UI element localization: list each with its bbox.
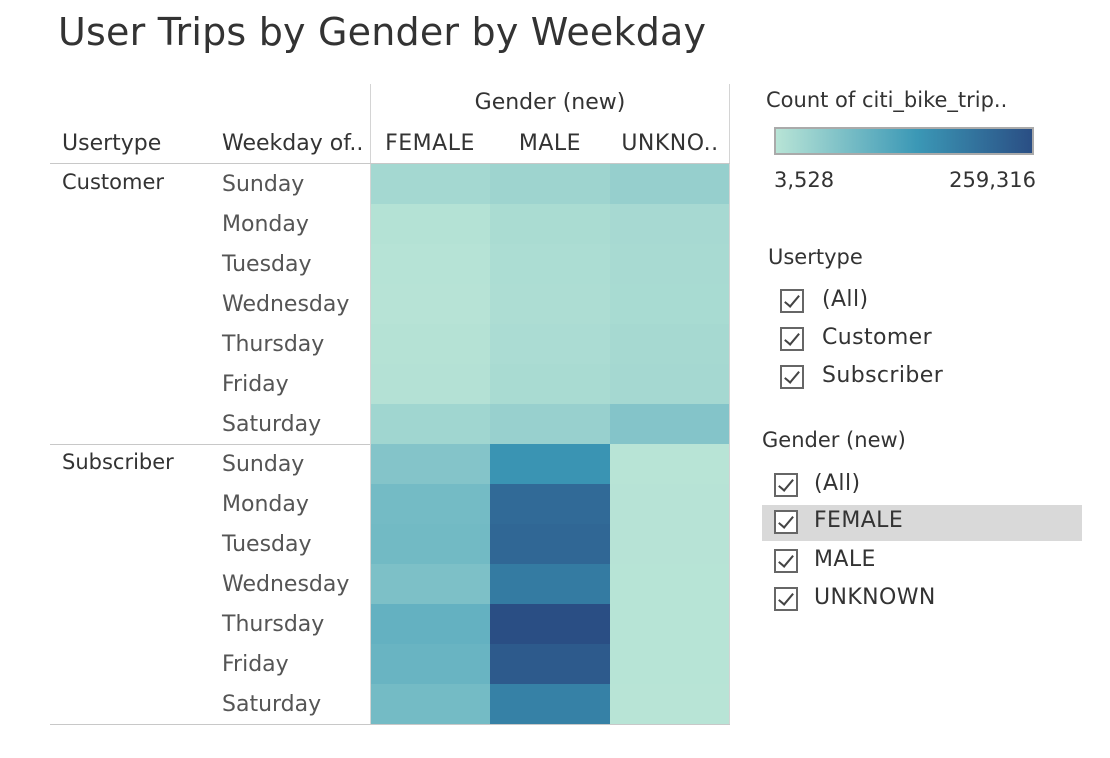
usertype-column-header[interactable]: Usertype xyxy=(62,131,162,156)
heatmap-cell[interactable] xyxy=(610,604,730,644)
heatmap-cell[interactable] xyxy=(370,244,490,284)
gender-filter-all[interactable]: (All) xyxy=(762,468,1082,504)
filter-item-label: (All) xyxy=(814,471,861,496)
checkbox-checked-icon[interactable] xyxy=(774,549,798,573)
color-legend-gradient xyxy=(774,127,1034,155)
row-group-divider xyxy=(50,724,730,725)
heatmap-cell[interactable] xyxy=(610,284,730,324)
weekday-row-label[interactable]: Friday xyxy=(222,652,289,677)
heatmap-cell[interactable] xyxy=(370,364,490,404)
unknown-column-header[interactable]: UNKNO.. xyxy=(621,131,719,156)
weekday-row-label[interactable]: Sunday xyxy=(222,172,305,197)
heatmap-cell[interactable] xyxy=(610,684,730,724)
heatmap-cell[interactable] xyxy=(490,364,610,404)
usertype-row-label[interactable]: Subscriber xyxy=(62,450,174,474)
heatmap-cell[interactable] xyxy=(370,524,490,564)
heatmap-cell[interactable] xyxy=(610,444,730,484)
gender-filter-female[interactable]: FEMALE xyxy=(762,505,1082,541)
heatmap-cell[interactable] xyxy=(610,164,730,204)
heatmap-cell[interactable] xyxy=(370,564,490,604)
gender-filter-male[interactable]: MALE xyxy=(762,544,1082,580)
weekday-row-label[interactable]: Saturday xyxy=(222,412,322,437)
column-group-divider-right xyxy=(729,84,730,164)
heatmap-cell[interactable] xyxy=(610,484,730,524)
chart-title: User Trips by Gender by Weekday xyxy=(58,10,707,54)
heatmap-cell[interactable] xyxy=(490,324,610,364)
heatmap-cell[interactable] xyxy=(610,324,730,364)
filter-item-label: (All) xyxy=(822,287,869,312)
heatmap-cell[interactable] xyxy=(610,204,730,244)
heatmap-cell[interactable] xyxy=(490,404,610,444)
heatmap-cell[interactable] xyxy=(370,444,490,484)
filter-item-label: MALE xyxy=(814,547,876,572)
legend-max-label: 259,316 xyxy=(949,168,1036,192)
heatmap-cell[interactable] xyxy=(490,564,610,604)
heatmap-cell[interactable] xyxy=(610,564,730,604)
filter-item-label: FEMALE xyxy=(814,508,904,533)
usertype-filter-all[interactable]: (All) xyxy=(780,284,1080,320)
weekday-row-label[interactable]: Wednesday xyxy=(222,572,350,597)
heatmap-cell[interactable] xyxy=(370,404,490,444)
heatmap-cell[interactable] xyxy=(610,244,730,284)
gender-column-group-header: Gender (new) xyxy=(474,90,626,115)
heatmap-cell[interactable] xyxy=(610,404,730,444)
gender-filter-unknown[interactable]: UNKNOWN xyxy=(762,582,1082,618)
heatmap-cell[interactable] xyxy=(490,284,610,324)
usertype-row-label[interactable]: Customer xyxy=(62,170,165,194)
weekday-row-label[interactable]: Friday xyxy=(222,372,289,397)
checkbox-checked-icon[interactable] xyxy=(774,473,798,497)
filter-item-label: Customer xyxy=(822,325,933,350)
header-bottom-rule xyxy=(50,163,370,164)
checkbox-checked-icon[interactable] xyxy=(780,365,804,389)
heatmap-cell[interactable] xyxy=(610,524,730,564)
heatmap-cell[interactable] xyxy=(490,684,610,724)
heatmap-cell[interactable] xyxy=(490,244,610,284)
checkbox-checked-icon[interactable] xyxy=(780,327,804,351)
heatmap-cell[interactable] xyxy=(370,284,490,324)
female-column-header[interactable]: FEMALE xyxy=(385,131,475,156)
male-column-header[interactable]: MALE xyxy=(518,131,582,156)
legend-min-label: 3,528 xyxy=(774,168,835,192)
gender-filter-title: Gender (new) xyxy=(762,428,906,452)
heatmap-cell[interactable] xyxy=(490,164,610,204)
weekday-row-label[interactable]: Saturday xyxy=(222,692,322,717)
weekday-row-label[interactable]: Thursday xyxy=(222,612,325,637)
heatmap-cell[interactable] xyxy=(370,604,490,644)
heatmap-cell[interactable] xyxy=(610,364,730,404)
heatmap-cell[interactable] xyxy=(370,484,490,524)
filter-item-label: Subscriber xyxy=(822,363,944,388)
heatmap-cell[interactable] xyxy=(490,604,610,644)
heatmap-cell[interactable] xyxy=(490,444,610,484)
heatmap-cell[interactable] xyxy=(490,204,610,244)
column-group-divider-left xyxy=(370,84,371,164)
usertype-filter-customer[interactable]: Customer xyxy=(780,322,1080,358)
weekday-row-label[interactable]: Monday xyxy=(222,492,309,517)
weekday-row-label[interactable]: Monday xyxy=(222,212,309,237)
weekday-row-label[interactable]: Tuesday xyxy=(222,252,312,277)
heatmap-cell[interactable] xyxy=(370,204,490,244)
weekday-row-label[interactable]: Wednesday xyxy=(222,292,350,317)
heatmap-cell[interactable] xyxy=(370,684,490,724)
grid-left-border xyxy=(370,164,371,724)
legend-title: Count of citi_bike_trip.. xyxy=(766,88,1008,112)
usertype-filter-title: Usertype xyxy=(768,245,863,269)
heatmap-cell[interactable] xyxy=(490,484,610,524)
heatmap-cell[interactable] xyxy=(490,644,610,684)
checkbox-checked-icon[interactable] xyxy=(774,510,798,534)
heatmap-cell[interactable] xyxy=(370,164,490,204)
usertype-filter-subscriber[interactable]: Subscriber xyxy=(780,360,1080,396)
header-bottom-rule-grid xyxy=(370,163,730,164)
checkbox-checked-icon[interactable] xyxy=(780,289,804,313)
grid-right-border xyxy=(729,164,730,724)
weekday-row-label[interactable]: Sunday xyxy=(222,452,305,477)
heatmap-cell[interactable] xyxy=(490,524,610,564)
heatmap-cell[interactable] xyxy=(610,644,730,684)
checkbox-checked-icon[interactable] xyxy=(774,587,798,611)
weekday-column-header[interactable]: Weekday of.. xyxy=(222,131,364,156)
weekday-row-label[interactable]: Thursday xyxy=(222,332,325,357)
filter-item-label: UNKNOWN xyxy=(814,585,936,610)
heatmap-cell[interactable] xyxy=(370,644,490,684)
heatmap-cell[interactable] xyxy=(370,324,490,364)
weekday-row-label[interactable]: Tuesday xyxy=(222,532,312,557)
